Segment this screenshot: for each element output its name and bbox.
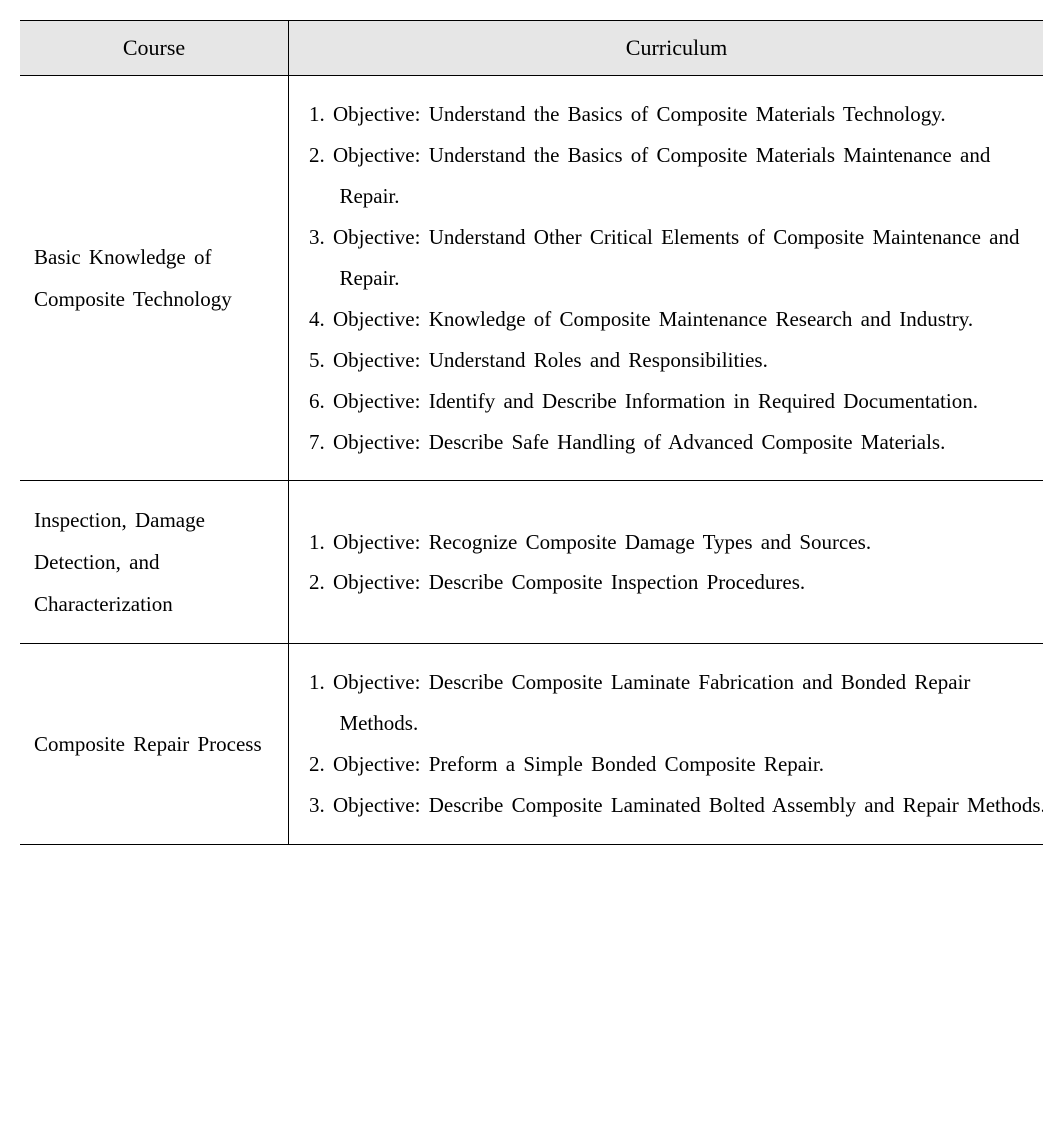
course-name: Basic Knowledge of Composite Technology bbox=[34, 236, 278, 320]
objective-item: 3. Objective: Understand Other Critical … bbox=[309, 217, 1043, 299]
course-cell: Composite Repair Process bbox=[20, 644, 289, 845]
table-row: Composite Repair Process 1. Objective: D… bbox=[20, 644, 1043, 845]
curriculum-cell: 1. Objective: Understand the Basics of C… bbox=[289, 76, 1043, 481]
course-name: Inspection, Damage Detection, and Charac… bbox=[34, 499, 278, 625]
table-row: Basic Knowledge of Composite Technology … bbox=[20, 76, 1043, 481]
course-cell: Basic Knowledge of Composite Technology bbox=[20, 76, 289, 481]
objective-item: 1. Objective: Describe Composite Laminat… bbox=[309, 662, 1043, 744]
course-name: Composite Repair Process bbox=[34, 723, 278, 765]
objective-item: 4. Objective: Knowledge of Composite Mai… bbox=[309, 299, 1043, 340]
objective-item: 2. Objective: Describe Composite Inspect… bbox=[309, 562, 1043, 603]
course-cell: Inspection, Damage Detection, and Charac… bbox=[20, 481, 289, 644]
objective-item: 5. Objective: Understand Roles and Respo… bbox=[309, 340, 1043, 381]
objective-item: 3. Objective: Describe Composite Laminat… bbox=[309, 785, 1043, 826]
objective-item: 2. Objective: Understand the Basics of C… bbox=[309, 135, 1043, 217]
curriculum-cell: 1. Objective: Describe Composite Laminat… bbox=[289, 644, 1043, 845]
column-header-course: Course bbox=[20, 21, 289, 76]
objective-item: 1. Objective: Understand the Basics of C… bbox=[309, 94, 1043, 135]
objective-item: 1. Objective: Recognize Composite Damage… bbox=[309, 522, 1043, 563]
curriculum-cell: 1. Objective: Recognize Composite Damage… bbox=[289, 481, 1043, 644]
table-row: Inspection, Damage Detection, and Charac… bbox=[20, 481, 1043, 644]
table-header-row: Course Curriculum bbox=[20, 21, 1043, 76]
column-header-curriculum: Curriculum bbox=[289, 21, 1043, 76]
objective-item: 2. Objective: Preform a Simple Bonded Co… bbox=[309, 744, 1043, 785]
objective-item: 6. Objective: Identify and Describe Info… bbox=[309, 381, 1043, 422]
objective-item: 7. Objective: Describe Safe Handling of … bbox=[309, 422, 1043, 463]
curriculum-table: Course Curriculum Basic Knowledge of Com… bbox=[20, 20, 1043, 845]
